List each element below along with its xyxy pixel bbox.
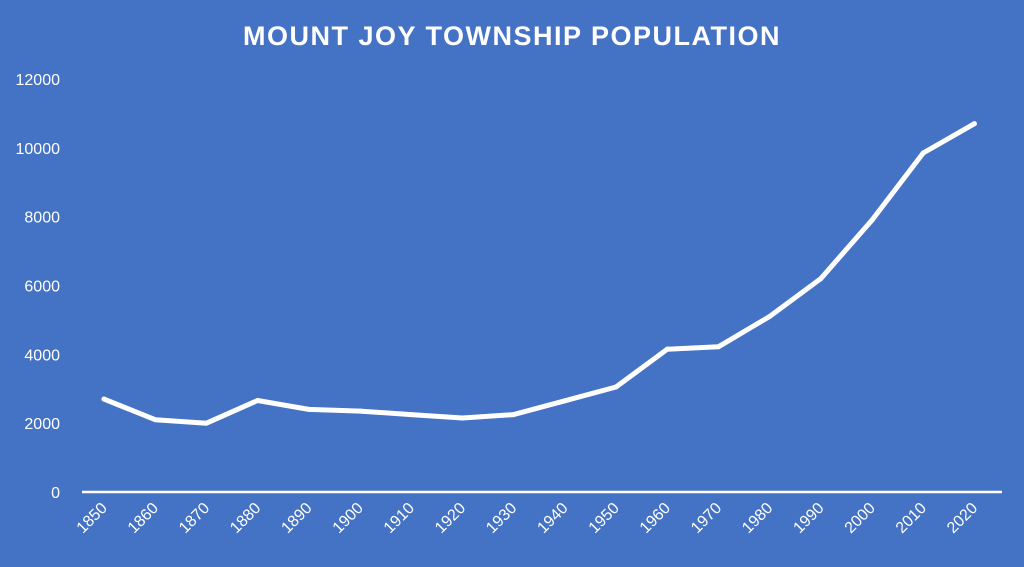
x-tick-label: 1850: [74, 500, 111, 537]
data-point: [715, 344, 721, 350]
x-tick-label: 1920: [432, 500, 469, 537]
x-tick-label: 1880: [227, 500, 264, 537]
data-point: [869, 217, 875, 223]
x-tick-label: 1900: [330, 500, 367, 537]
data-point: [511, 412, 517, 418]
population-series-line: [101, 121, 977, 426]
x-tick-label: 1860: [125, 500, 162, 537]
data-point: [306, 406, 312, 412]
x-tick-label: 1990: [790, 500, 827, 537]
x-tick-label: 1940: [534, 500, 571, 537]
data-point: [459, 415, 465, 421]
x-tick-label: 1950: [586, 500, 623, 537]
data-point: [255, 397, 261, 403]
x-tick-label: 1870: [176, 500, 213, 537]
data-point: [920, 150, 926, 156]
data-point: [818, 276, 824, 282]
x-tick-label: 1980: [739, 500, 776, 537]
drop-lines: [103, 123, 976, 492]
data-point: [613, 384, 619, 390]
data-point: [101, 396, 107, 402]
x-tick-label: 1930: [483, 500, 520, 537]
x-tick-label: 1890: [278, 500, 315, 537]
y-axis-labels: 0 2000 4000 6000 8000 10000 12000: [16, 72, 61, 502]
x-axis-labels: 1850 1860 1870 1880 1890 1900 1910 1920 1930 1940…: [74, 500, 982, 537]
data-point: [562, 398, 568, 404]
x-tick-label: 1960: [637, 500, 674, 537]
data-point: [152, 417, 158, 423]
x-tick-label: 2020: [944, 500, 981, 537]
y-tick-label: 8000: [24, 210, 60, 227]
y-tick-label: 12000: [16, 72, 61, 89]
x-tick-label: 1910: [381, 500, 418, 537]
series-group: [101, 121, 977, 426]
y-tick-label: 2000: [24, 416, 60, 433]
x-tick-label: 2000: [842, 500, 879, 537]
data-point: [971, 121, 977, 127]
data-point: [664, 346, 670, 352]
data-point: [357, 408, 363, 414]
x-tick-label: 2010: [893, 500, 930, 537]
data-point: [767, 313, 773, 319]
y-tick-label: 10000: [16, 141, 61, 158]
y-tick-label: 0: [51, 485, 60, 502]
data-point: [203, 420, 209, 426]
y-tick-label: 6000: [24, 279, 60, 296]
chart-title: MOUNT JOY TOWNSHIP POPULATION: [243, 21, 781, 51]
y-tick-label: 4000: [24, 347, 60, 364]
x-tick-label: 1970: [688, 500, 725, 537]
data-point: [408, 412, 414, 418]
